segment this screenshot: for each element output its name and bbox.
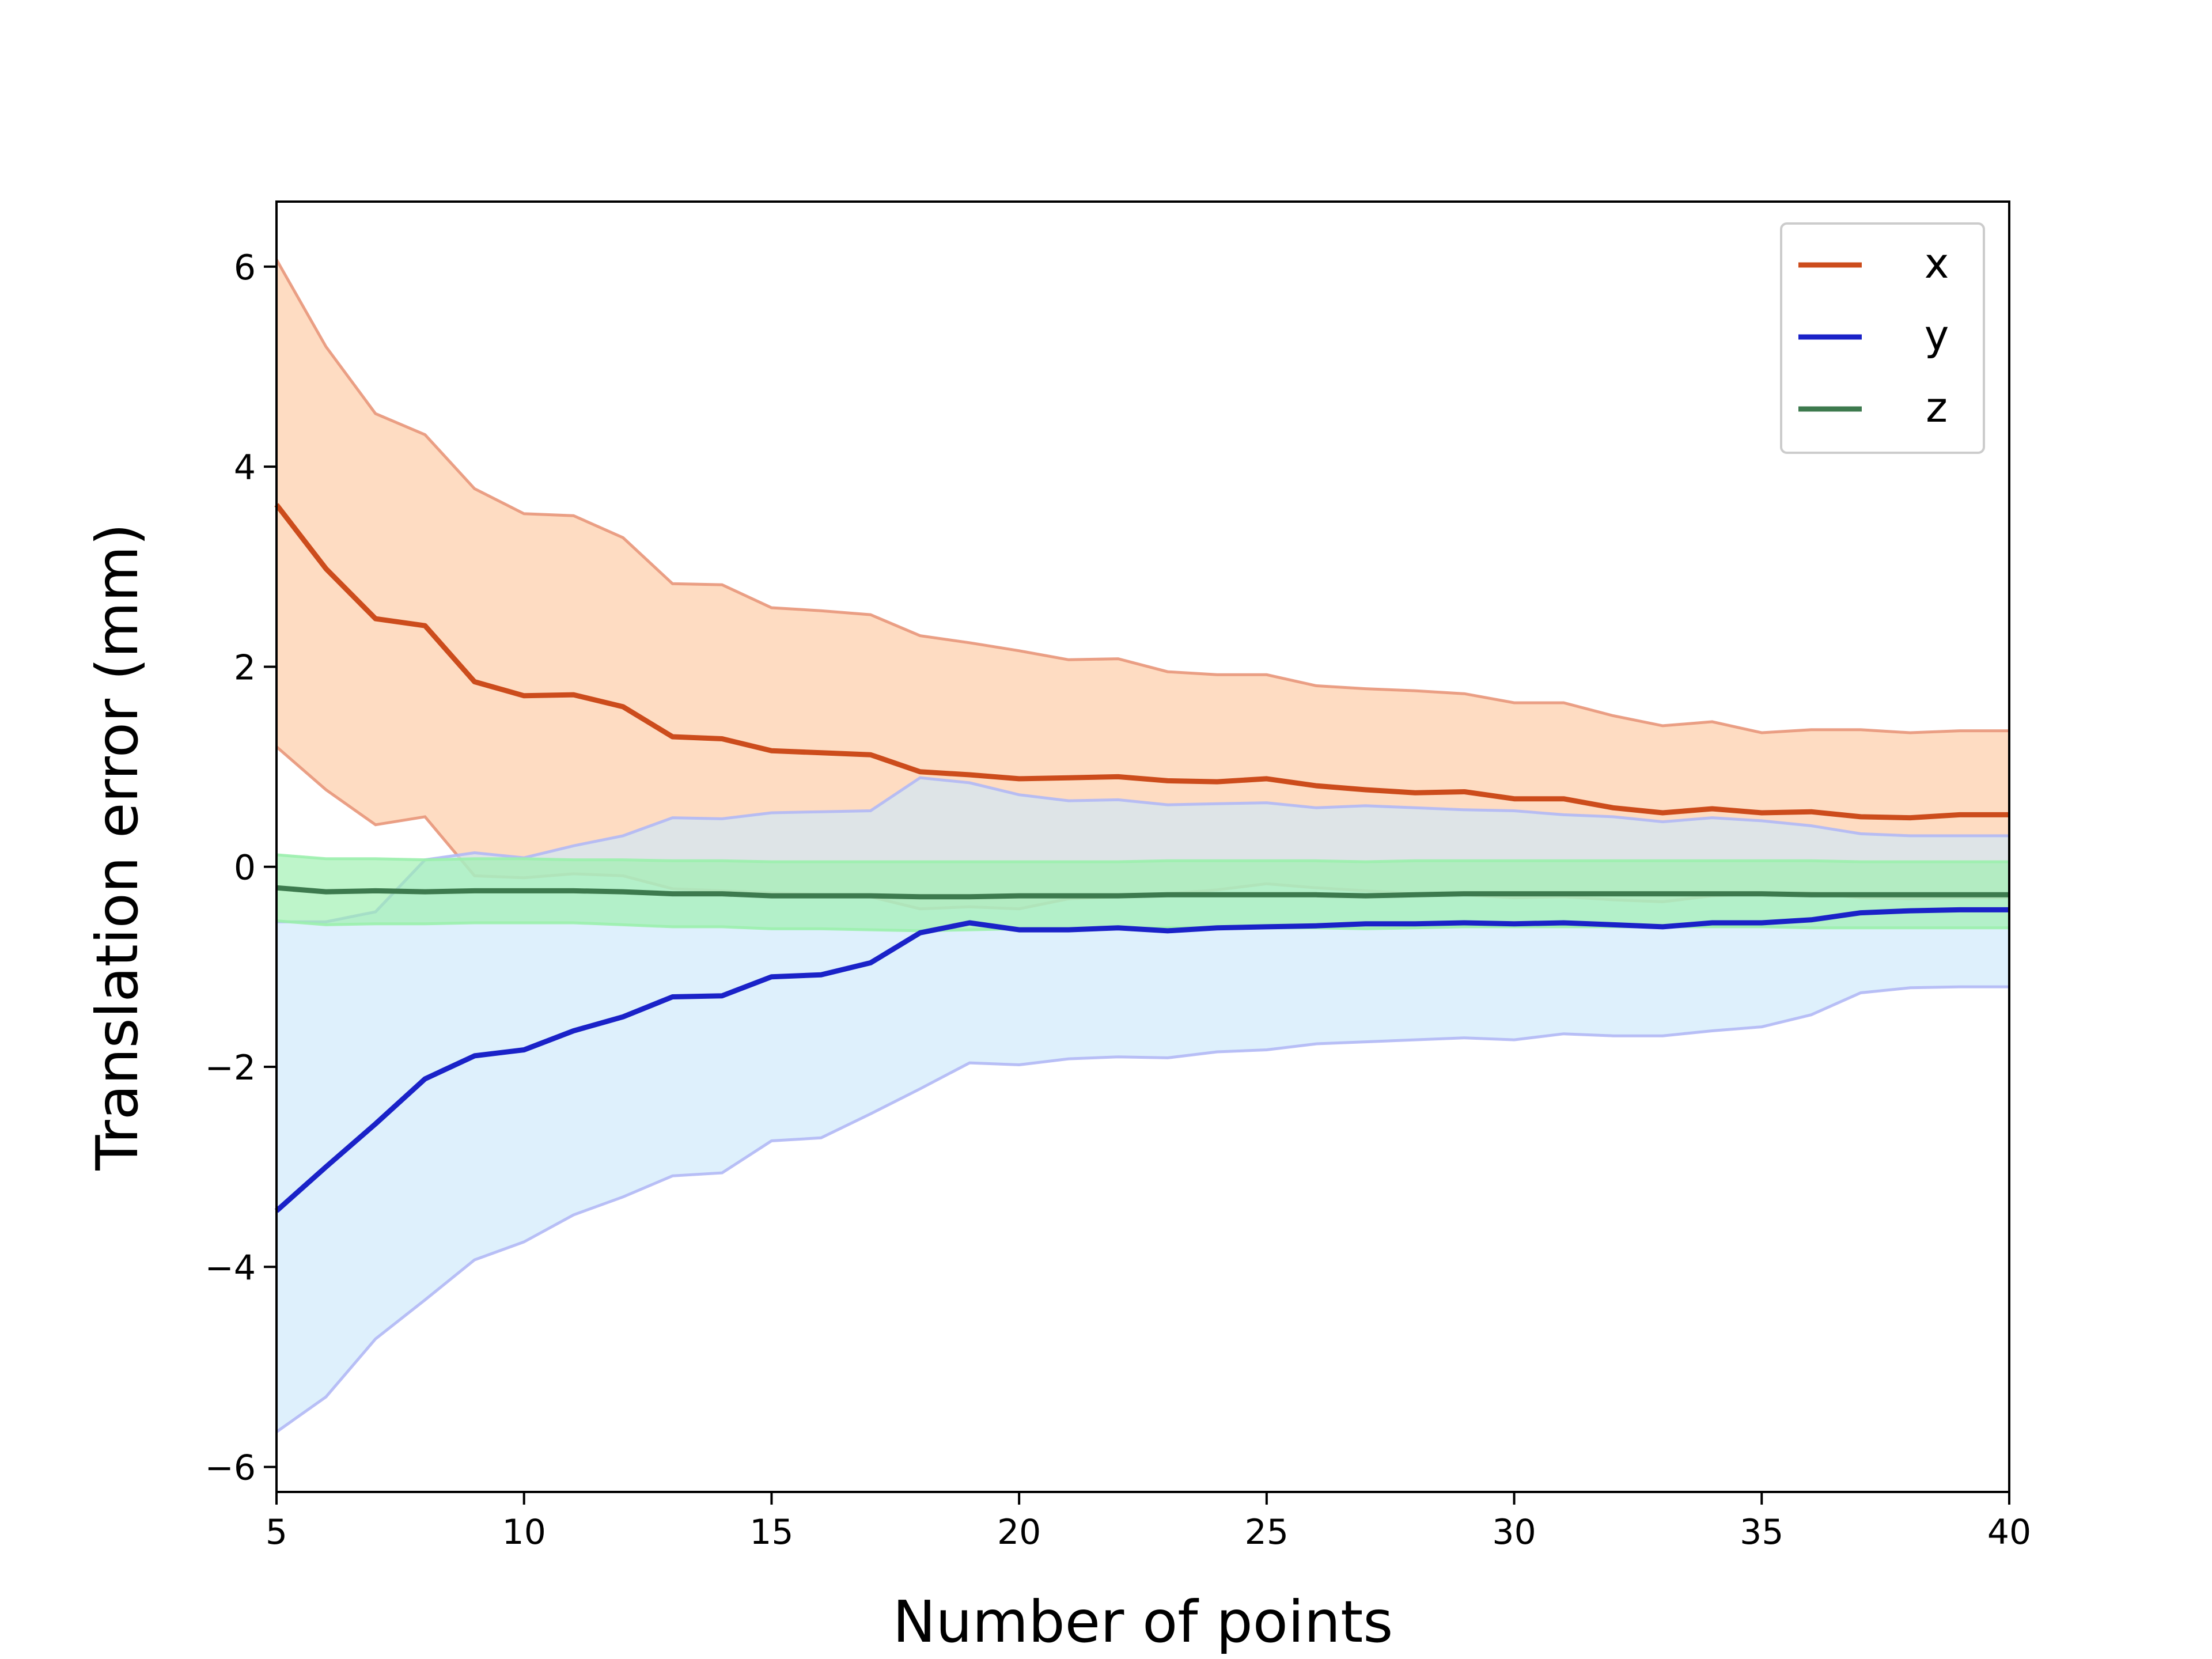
band-lower-edge-y <box>275 985 2009 1433</box>
x-axis-label: Number of points <box>893 1588 1393 1656</box>
y-tick-label: 6 <box>234 248 256 288</box>
y-axis-ticks: −6 −4 −2 0 2 4 6 <box>205 248 276 1488</box>
plot-frame <box>275 200 2010 1493</box>
legend-label-x: x <box>1925 239 1949 287</box>
x-tick-label: 5 <box>266 1512 287 1552</box>
y-tick-label: −2 <box>205 1048 256 1088</box>
y-tick-label: −4 <box>205 1248 256 1288</box>
band-upper-edge-x <box>275 259 2009 734</box>
band-x <box>276 259 2009 909</box>
series-line-y <box>275 907 2009 1213</box>
x-tick-label: 30 <box>1492 1512 1536 1552</box>
y-axis-label: Translation error (mm) <box>84 523 151 1171</box>
band-y <box>276 778 2009 1432</box>
x-tick-label: 15 <box>749 1512 793 1552</box>
y-tick-label: 2 <box>234 647 256 688</box>
x-tick-label: 20 <box>997 1512 1041 1552</box>
band-upper-edge-y <box>276 776 2009 923</box>
x-tick-label: 10 <box>502 1512 546 1552</box>
x-tick-label: 25 <box>1245 1512 1289 1552</box>
x-tick-label: 40 <box>1987 1512 2031 1552</box>
y-tick-label: 0 <box>234 848 256 888</box>
series-lines <box>274 503 2009 1213</box>
y-tick-label: 4 <box>234 448 256 488</box>
legend-label-z: z <box>1926 383 1948 431</box>
y-tick-label: −6 <box>205 1448 256 1488</box>
legend: xyz <box>1780 222 1985 454</box>
legend-box <box>1780 222 1985 454</box>
x-axis-ticks: 5 10 15 20 25 30 35 40 <box>266 1492 2031 1552</box>
x-tick-label: 35 <box>1740 1512 1783 1552</box>
legend-label-y: y <box>1925 311 1949 359</box>
series-line-x <box>274 503 2009 821</box>
series-line-z <box>276 885 2009 900</box>
band-upper-edge-z <box>276 853 2009 863</box>
